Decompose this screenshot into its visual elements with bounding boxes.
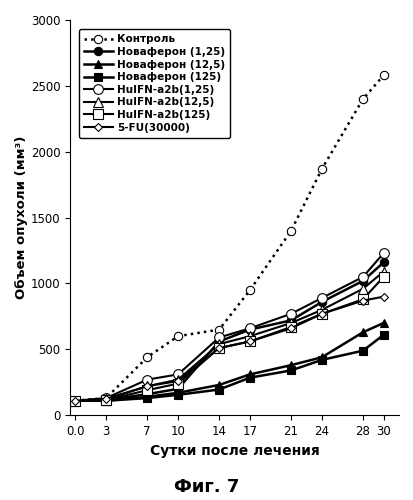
Line: HuIFN-a2b(1,25): HuIFN-a2b(1,25) [70, 248, 387, 406]
Новаферон (12,5) [103, 398, 108, 404]
Новаферон (125) [360, 348, 365, 354]
Новаферон (12,5) [216, 382, 221, 388]
5-FU(30000) [73, 398, 78, 404]
Новаферон (1,25) [288, 318, 293, 324]
Y-axis label: Объем опухоли (мм³): Объем опухоли (мм³) [15, 136, 28, 300]
HuIFN-a2b(1,25) [360, 274, 365, 280]
HuIFN-a2b(1,25) [247, 326, 252, 332]
5-FU(30000) [247, 338, 252, 344]
HuIFN-a2b(1,25) [175, 372, 180, 378]
HuIFN-a2b(125) [216, 345, 221, 351]
HuIFN-a2b(1,25) [288, 311, 293, 317]
HuIFN-a2b(1,25) [216, 334, 221, 340]
HuIFN-a2b(12,5) [319, 307, 324, 313]
HuIFN-a2b(1,25) [73, 398, 78, 404]
Новаферон (12,5) [319, 354, 324, 360]
Line: Новаферон (12,5): Новаферон (12,5) [71, 319, 387, 405]
Новаферон (12,5) [288, 362, 293, 368]
5-FU(30000) [145, 383, 150, 389]
Новаферон (125) [145, 395, 150, 401]
5-FU(30000) [319, 311, 324, 317]
HuIFN-a2b(12,5) [247, 333, 252, 339]
HuIFN-a2b(12,5) [288, 320, 293, 326]
Контроль [175, 333, 180, 339]
Новаферон (125) [380, 332, 385, 338]
HuIFN-a2b(12,5) [216, 341, 221, 347]
HuIFN-a2b(125) [247, 338, 252, 344]
Line: Новаферон (125): Новаферон (125) [71, 330, 387, 405]
5-FU(30000) [360, 298, 365, 304]
HuIFN-a2b(125) [380, 274, 385, 280]
Контроль [73, 398, 78, 404]
Новаферон (1,25) [380, 260, 385, 266]
Новаферон (1,25) [360, 278, 365, 284]
Новаферон (1,25) [319, 299, 324, 305]
HuIFN-a2b(12,5) [103, 396, 108, 402]
Новаферон (12,5) [380, 320, 385, 326]
HuIFN-a2b(1,25) [145, 376, 150, 382]
HuIFN-a2b(1,25) [103, 395, 108, 401]
Контроль [288, 228, 293, 234]
5-FU(30000) [380, 294, 385, 300]
Контроль [103, 395, 108, 401]
Новаферон (125) [288, 368, 293, 374]
Новаферон (1,25) [103, 397, 108, 403]
Контроль [145, 354, 150, 360]
Новаферон (125) [175, 392, 180, 398]
HuIFN-a2b(125) [360, 296, 365, 302]
Text: Фиг. 7: Фиг. 7 [174, 478, 239, 496]
Line: Новаферон (1,25): Новаферон (1,25) [71, 258, 387, 405]
HuIFN-a2b(12,5) [73, 398, 78, 404]
Контроль [360, 96, 365, 102]
Новаферон (125) [103, 398, 108, 404]
HuIFN-a2b(125) [175, 380, 180, 386]
HuIFN-a2b(12,5) [145, 383, 150, 389]
Новаферон (125) [319, 357, 324, 363]
HuIFN-a2b(125) [319, 311, 324, 317]
Line: HuIFN-a2b(12,5): HuIFN-a2b(12,5) [70, 267, 387, 406]
Контроль [380, 72, 385, 78]
HuIFN-a2b(1,25) [380, 250, 385, 256]
Новаферон (1,25) [216, 338, 221, 344]
HuIFN-a2b(12,5) [360, 286, 365, 292]
5-FU(30000) [216, 345, 221, 351]
X-axis label: Сутки после лечения: Сутки после лечения [150, 444, 319, 458]
Новаферон (12,5) [360, 329, 365, 335]
Новаферон (125) [73, 398, 78, 404]
Контроль [319, 166, 324, 172]
HuIFN-a2b(125) [145, 387, 150, 393]
Контроль [247, 287, 252, 293]
Новаферон (1,25) [73, 398, 78, 404]
Контроль [216, 326, 221, 332]
HuIFN-a2b(125) [103, 397, 108, 403]
Новаферон (1,25) [145, 391, 150, 397]
5-FU(30000) [288, 326, 293, 332]
HuIFN-a2b(12,5) [175, 376, 180, 382]
5-FU(30000) [103, 396, 108, 402]
5-FU(30000) [175, 378, 180, 384]
Новаферон (125) [247, 374, 252, 380]
HuIFN-a2b(125) [288, 324, 293, 330]
Новаферон (12,5) [175, 390, 180, 396]
Новаферон (125) [216, 386, 221, 392]
Новаферон (12,5) [247, 372, 252, 378]
Line: 5-FU(30000): 5-FU(30000) [72, 294, 385, 404]
Новаферон (12,5) [145, 394, 150, 400]
HuIFN-a2b(1,25) [319, 295, 324, 301]
Новаферон (1,25) [175, 386, 180, 392]
Line: HuIFN-a2b(125): HuIFN-a2b(125) [70, 272, 387, 406]
Новаферон (12,5) [73, 398, 78, 404]
Line: Контроль: Контроль [71, 71, 387, 405]
Legend: Контроль, Новаферон (1,25), Новаферон (12,5), Новаферон (125), HuIFN-a2b(1,25), : Контроль, Новаферон (1,25), Новаферон (1… [78, 29, 230, 138]
HuIFN-a2b(12,5) [380, 268, 385, 274]
Новаферон (1,25) [247, 326, 252, 332]
HuIFN-a2b(125) [73, 398, 78, 404]
